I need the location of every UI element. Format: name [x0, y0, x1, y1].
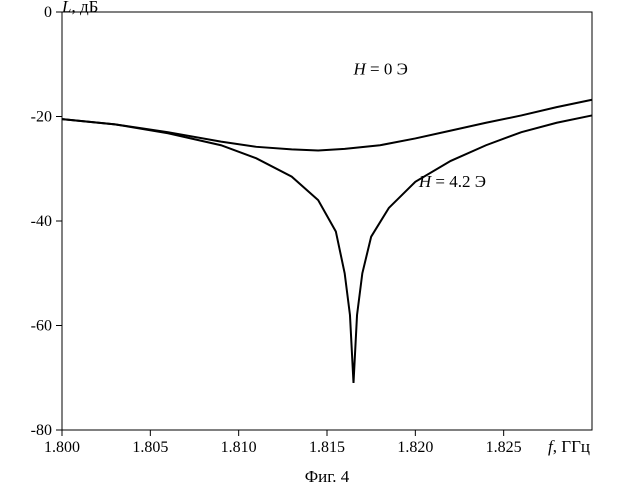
y-tick-label: -60: [31, 318, 52, 335]
y-tick-label: 0: [44, 4, 52, 21]
figure-caption: Фиг. 4: [305, 467, 350, 486]
x-tick-label: 1.820: [397, 439, 433, 456]
y-tick-label: -80: [31, 422, 52, 439]
x-tick-label: 1.810: [221, 439, 257, 456]
series-label-H42: H = 4.2 Э: [418, 172, 486, 191]
x-tick-label: 1.815: [309, 439, 345, 456]
y-tick-label: -40: [31, 213, 52, 230]
x-axis-label: f, ГГц: [548, 437, 590, 456]
series-H0: [62, 100, 592, 151]
x-tick-label: 1.805: [132, 439, 168, 456]
y-tick-label: -20: [31, 109, 52, 126]
y-axis-label: L, дБ: [61, 0, 98, 16]
x-tick-label: 1.825: [486, 439, 522, 456]
series-H42: [62, 115, 592, 383]
series-label-H0: H = 0 Э: [353, 60, 408, 79]
chart-container: 0 -20 -40 -60 -801.800 1.805 1.810 1.815 1.820 1.…: [0, 0, 622, 500]
x-tick-label: 1.800: [44, 439, 80, 456]
line-chart: 0 -20 -40 -60 -801.800 1.805 1.810 1.815 1.820 1.…: [0, 0, 622, 500]
